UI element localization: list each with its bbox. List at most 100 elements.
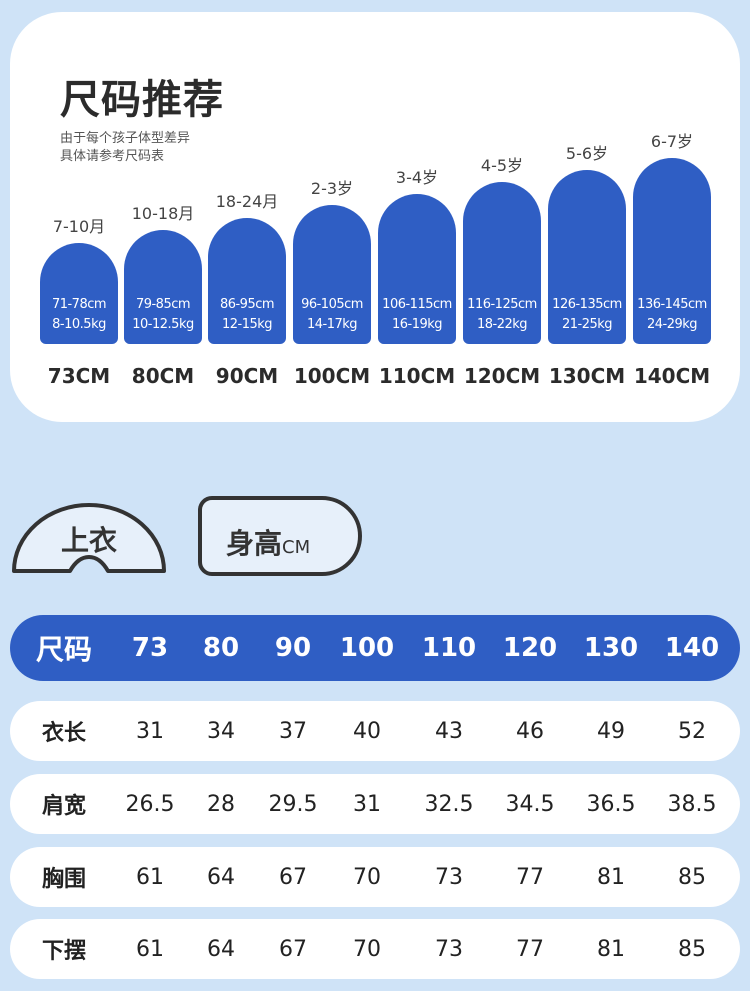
table-cell: 85	[678, 936, 706, 962]
height-range: 136-145cm	[637, 297, 707, 312]
table-cell: 52	[678, 718, 706, 744]
size-pill: 96-105cm 14-17kg	[293, 205, 371, 344]
weight-range: 10-12.5kg	[132, 317, 194, 332]
tab-top-shape	[12, 503, 166, 573]
tab-top[interactable]: 上衣	[10, 497, 168, 577]
size-pill: 106-115cm 16-19kg	[378, 194, 456, 344]
table-row: 下摆 61 64 67 70 73 77 81 85	[10, 919, 740, 979]
table-cell: 31	[136, 718, 164, 744]
size-recommendation-card: 尺码推荐 由于每个孩子体型差异 具体请参考尺码表 7-10月 71-78cm 8-1…	[10, 12, 740, 422]
table-cell: 26.5	[125, 791, 175, 817]
size-pill: 79-85cm 10-12.5kg	[124, 230, 202, 344]
table-cell: 81	[597, 864, 625, 890]
table-cell: 61	[136, 864, 164, 890]
table-cell: 85	[678, 864, 706, 890]
table-cell: 70	[353, 936, 381, 962]
table-cell: 32.5	[424, 791, 474, 817]
subtitle-line-1: 由于每个孩子体型差异	[60, 131, 191, 146]
age-label: 5-6岁	[565, 144, 609, 163]
weight-range: 8-10.5kg	[52, 317, 106, 332]
table-cell: 81	[597, 936, 625, 962]
row-label: 胸围	[41, 867, 86, 892]
tab-height[interactable]: 身高CM	[198, 496, 362, 576]
header-cell: 140	[664, 633, 720, 663]
header-cell: 80	[202, 633, 240, 663]
height-range: 116-125cm	[467, 297, 537, 312]
table-cell: 46	[516, 718, 544, 744]
page-title: 尺码推荐	[60, 77, 224, 123]
header-cell: 130	[583, 633, 639, 663]
age-label: 18-24月	[215, 192, 279, 211]
size-pill: 116-125cm 18-22kg	[463, 182, 541, 344]
size-pill: 86-95cm 12-15kg	[208, 218, 286, 344]
table-cell: 73	[435, 936, 463, 962]
size-label: 110CM	[378, 364, 456, 388]
table-cell: 49	[597, 718, 625, 744]
weight-range: 18-22kg	[476, 317, 528, 332]
row-label: 肩宽	[41, 794, 86, 819]
table-cell: 31	[353, 791, 381, 817]
size-label: 73CM	[47, 364, 111, 388]
size-label: 140CM	[633, 364, 711, 388]
table-row: 肩宽 26.5 28 29.5 31 32.5 34.5 36.5 38.5	[10, 774, 740, 834]
table-cell: 29.5	[268, 791, 318, 817]
header-cell: 100	[339, 633, 395, 663]
table-cell: 40	[353, 718, 381, 744]
size-pill: 71-78cm 8-10.5kg	[40, 243, 118, 344]
table-cell: 37	[279, 718, 307, 744]
table-row: 胸围 61 64 67 70 73 77 81 85	[10, 847, 740, 907]
size-pill: 136-145cm 24-29kg	[633, 158, 711, 344]
age-label: 4-5岁	[480, 156, 524, 175]
age-label: 10-18月	[131, 204, 195, 223]
row-label: 下摆	[41, 939, 86, 964]
weight-range: 24-29kg	[646, 317, 698, 332]
header-cell: 90	[274, 633, 312, 663]
table-cell: 34	[207, 718, 235, 744]
tab-top-label: 上衣	[60, 524, 117, 557]
size-label: 90CM	[215, 364, 279, 388]
table-cell: 36.5	[586, 791, 636, 817]
table-cell: 43	[435, 718, 463, 744]
table-cell: 64	[207, 936, 235, 962]
age-label: 3-4岁	[395, 168, 439, 187]
table-cell: 73	[435, 864, 463, 890]
table-cell: 67	[279, 936, 307, 962]
table-cell: 77	[516, 864, 544, 890]
size-label: 80CM	[131, 364, 195, 388]
size-table-header: 尺码 73 80 90 100 110 120 130 140	[10, 615, 740, 681]
size-label: 120CM	[463, 364, 541, 388]
height-range: 96-105cm	[301, 297, 363, 312]
header-label: 尺码	[35, 633, 92, 666]
age-label: 6-7岁	[650, 132, 694, 151]
table-cell: 28	[207, 791, 235, 817]
header-cell: 73	[131, 633, 169, 663]
height-range: 79-85cm	[135, 297, 191, 312]
table-cell: 64	[207, 864, 235, 890]
subtitle-line-2: 具体请参考尺码表	[60, 149, 165, 164]
table-cell: 38.5	[667, 791, 717, 817]
table-cell: 67	[279, 864, 307, 890]
size-pill: 126-135cm 21-25kg	[548, 170, 626, 344]
height-range: 126-135cm	[552, 297, 622, 312]
table-cell: 34.5	[505, 791, 555, 817]
table-cell: 70	[353, 864, 381, 890]
weight-range: 14-17kg	[306, 317, 358, 332]
size-label: 100CM	[293, 364, 371, 388]
height-range: 71-78cm	[51, 297, 107, 312]
table-row: 衣长 31 34 37 40 43 46 49 52	[10, 701, 740, 761]
weight-range: 12-15kg	[221, 317, 273, 332]
table-cell: 61	[136, 936, 164, 962]
weight-range: 16-19kg	[391, 317, 443, 332]
age-label: 2-3岁	[310, 179, 354, 198]
age-label: 7-10月	[52, 217, 106, 236]
header-cell: 120	[502, 633, 558, 663]
header-cell: 110	[421, 633, 477, 663]
height-range: 106-115cm	[382, 297, 452, 312]
table-cell: 77	[516, 936, 544, 962]
tab-height-label: 身高	[226, 527, 283, 560]
row-label: 衣长	[41, 721, 86, 746]
height-range: 86-95cm	[219, 297, 275, 312]
tab-height-unit: CM	[282, 537, 311, 558]
weight-range: 21-25kg	[561, 317, 613, 332]
size-label: 130CM	[548, 364, 626, 388]
